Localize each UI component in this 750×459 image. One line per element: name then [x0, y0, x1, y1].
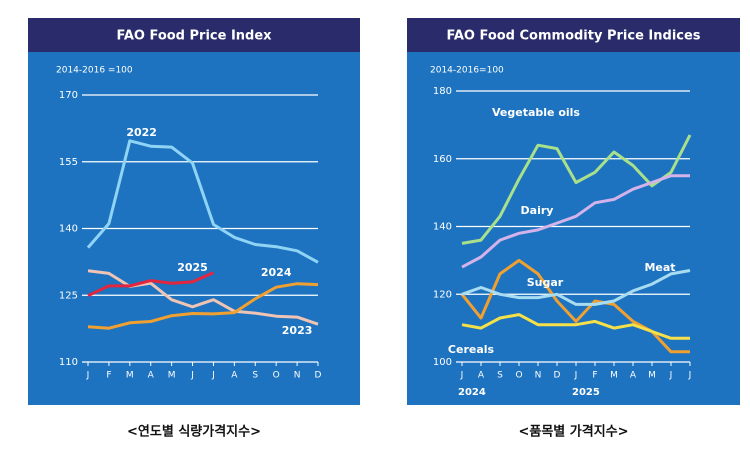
x-tick-label: J: [86, 371, 90, 381]
x-tick-label: J: [688, 371, 692, 381]
year-label: 2024: [458, 387, 486, 398]
series-label: Cereals: [448, 343, 495, 356]
chart-title: FAO Food Price Index: [116, 29, 272, 44]
x-tick-label: D: [315, 371, 322, 381]
chart-title: FAO Food Commodity Price Indices: [446, 29, 700, 44]
y-tick-label: 170: [59, 90, 78, 101]
y-tick-label: 100: [433, 357, 452, 368]
x-tick-label: M: [168, 371, 176, 381]
y-tick-label: 120: [433, 289, 452, 300]
x-tick-label: M: [610, 371, 618, 381]
series-label: 2022: [126, 126, 157, 139]
y-tick-label: 180: [433, 86, 452, 97]
panel-background: [407, 18, 740, 405]
y-tick-label: 125: [59, 290, 78, 301]
x-tick-label: A: [231, 371, 238, 381]
x-tick-label: F: [106, 371, 111, 381]
x-tick-label: J: [574, 371, 578, 381]
unit-label: 2014-2016 =100: [56, 66, 133, 76]
x-tick-label: A: [478, 371, 485, 381]
x-tick-label: N: [535, 371, 542, 381]
title-banner: [407, 18, 740, 52]
x-tick-label: J: [669, 371, 673, 381]
x-tick-label: N: [294, 371, 301, 381]
series-label: Sugar: [527, 276, 564, 289]
x-tick-label: S: [497, 371, 503, 381]
x-tick-label: S: [252, 371, 258, 381]
x-tick-label: O: [515, 371, 522, 381]
x-tick-label: D: [554, 371, 561, 381]
line-series: [461, 313, 690, 340]
y-tick-label: 155: [59, 157, 78, 168]
title-banner: [28, 18, 360, 52]
panel-background: [28, 18, 360, 405]
x-tick-label: F: [592, 371, 597, 381]
series-label: Dairy: [521, 204, 554, 217]
x-tick-label: J: [211, 371, 215, 381]
x-tick-label: A: [148, 371, 155, 381]
line-series: [461, 134, 692, 245]
series-label: Vegetable oils: [492, 106, 580, 119]
line-series: [461, 174, 690, 269]
y-tick-label: 110: [59, 357, 78, 368]
line-series: [86, 139, 319, 264]
caption: <품목별 가격지수>: [518, 424, 628, 440]
caption: <연도별 식량가격지수>: [127, 424, 261, 440]
series-label: 2024: [261, 266, 292, 279]
x-tick-label: O: [273, 371, 280, 381]
line-series: [87, 271, 215, 298]
line-series: [87, 282, 319, 330]
series-label: 2025: [177, 261, 208, 274]
line-series: [461, 269, 691, 306]
x-tick-label: J: [190, 371, 194, 381]
y-tick-label: 140: [433, 222, 452, 233]
y-tick-label: 160: [433, 154, 452, 165]
x-tick-label: M: [126, 371, 134, 381]
x-tick-label: M: [648, 371, 656, 381]
unit-label: 2014-2016=100: [430, 66, 504, 76]
x-tick-label: A: [630, 371, 637, 381]
series-label: 2023: [282, 324, 313, 337]
year-label: 2025: [572, 387, 600, 398]
x-tick-label: J: [460, 371, 464, 381]
y-tick-label: 140: [59, 224, 78, 235]
series-label: Meat: [644, 261, 675, 274]
line-series: [87, 269, 319, 326]
